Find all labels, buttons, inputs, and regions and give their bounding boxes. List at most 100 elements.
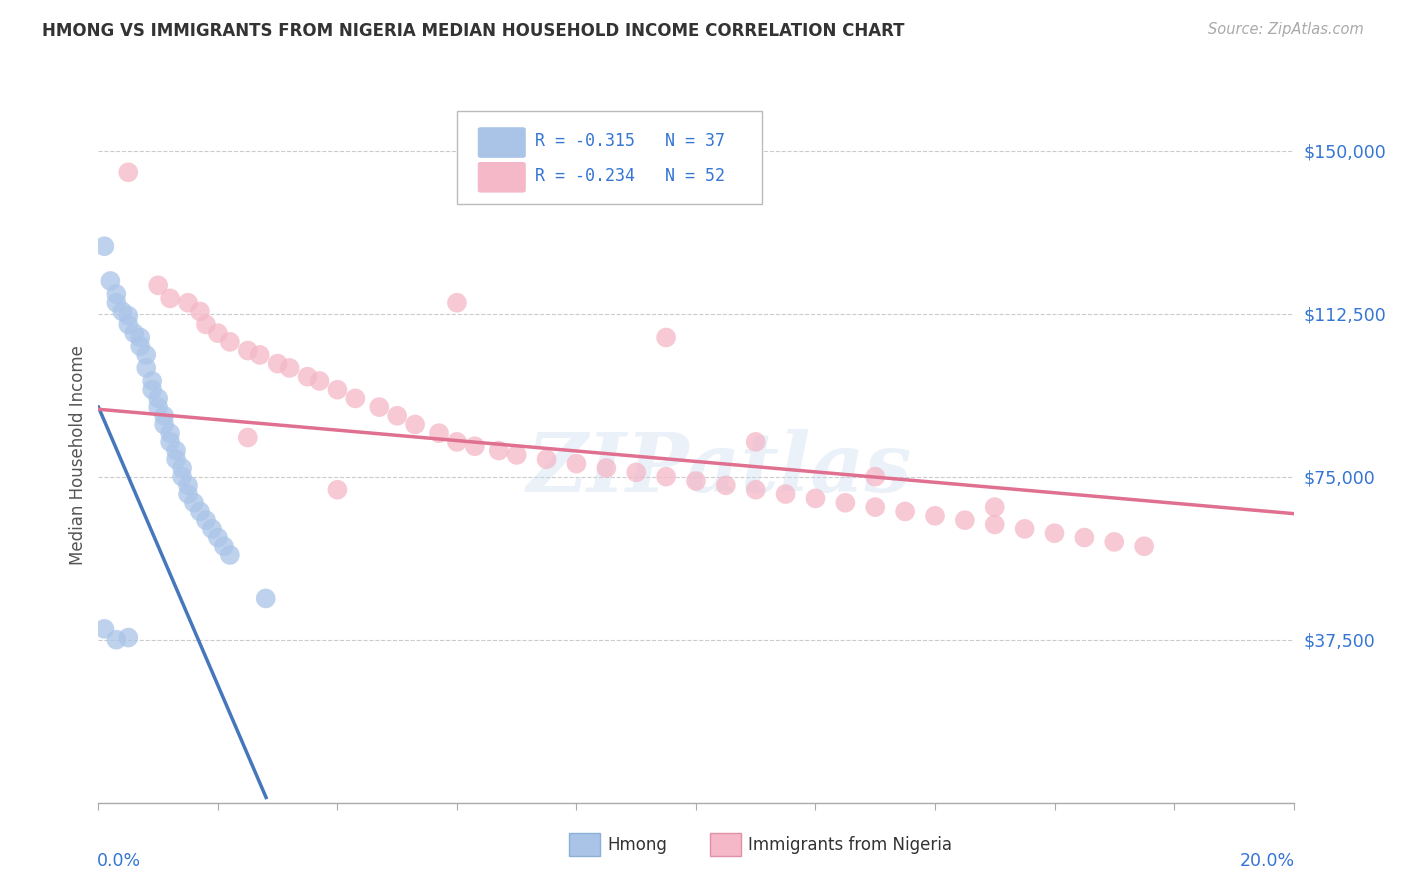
Point — [775, 487, 797, 501]
FancyBboxPatch shape — [478, 128, 524, 157]
Point — [207, 531, 229, 545]
Point — [135, 361, 157, 376]
Text: R = -0.234   N = 52: R = -0.234 N = 52 — [534, 167, 724, 185]
Point — [188, 304, 211, 318]
Point — [714, 478, 737, 492]
Point — [111, 304, 134, 318]
Point — [93, 622, 115, 636]
Point — [385, 409, 409, 423]
Point — [1073, 531, 1095, 545]
Point — [254, 591, 277, 606]
Point — [804, 491, 827, 506]
Point — [165, 443, 187, 458]
Text: ZIPatlas: ZIPatlas — [527, 429, 912, 508]
Point — [141, 374, 163, 388]
Point — [194, 318, 218, 332]
Point — [344, 392, 367, 406]
Point — [117, 631, 139, 645]
Point — [983, 517, 1005, 532]
Point — [153, 417, 176, 432]
Point — [159, 434, 181, 449]
Point — [953, 513, 976, 527]
Point — [201, 522, 224, 536]
Y-axis label: Median Household Income: Median Household Income — [69, 345, 87, 565]
Point — [141, 383, 163, 397]
Point — [148, 392, 170, 406]
Point — [1104, 535, 1126, 549]
Point — [194, 513, 218, 527]
Point — [98, 274, 122, 288]
Point — [488, 443, 510, 458]
Point — [153, 409, 176, 423]
Point — [685, 474, 707, 488]
Text: Source: ZipAtlas.com: Source: ZipAtlas.com — [1208, 22, 1364, 37]
Point — [865, 500, 887, 514]
Point — [236, 431, 259, 445]
Point — [177, 295, 200, 310]
Point — [565, 457, 588, 471]
Point — [1014, 522, 1036, 536]
Point — [924, 508, 946, 523]
Point — [297, 369, 319, 384]
Point — [446, 295, 468, 310]
Point — [655, 330, 678, 344]
Text: HMONG VS IMMIGRANTS FROM NIGERIA MEDIAN HOUSEHOLD INCOME CORRELATION CHART: HMONG VS IMMIGRANTS FROM NIGERIA MEDIAN … — [42, 22, 904, 40]
Point — [464, 439, 486, 453]
Point — [595, 461, 617, 475]
Point — [655, 469, 678, 483]
Point — [368, 400, 391, 414]
FancyBboxPatch shape — [457, 111, 762, 204]
Point — [172, 461, 194, 475]
Point — [236, 343, 259, 358]
Point — [219, 548, 242, 562]
Point — [1133, 539, 1156, 553]
Point — [865, 469, 887, 483]
Point — [159, 426, 181, 441]
Point — [1043, 526, 1066, 541]
Point — [172, 469, 194, 483]
Text: Hmong: Hmong — [607, 836, 668, 854]
Point — [536, 452, 558, 467]
Point — [148, 278, 170, 293]
Point — [188, 504, 211, 518]
Point — [745, 434, 768, 449]
Point — [105, 295, 128, 310]
Point — [135, 348, 157, 362]
Point — [212, 539, 235, 553]
Point — [506, 448, 529, 462]
Point — [183, 496, 205, 510]
Point — [165, 452, 187, 467]
Point — [624, 466, 647, 480]
Text: R = -0.315   N = 37: R = -0.315 N = 37 — [534, 132, 724, 150]
Point — [124, 326, 146, 341]
Point — [326, 483, 349, 497]
Point — [105, 287, 128, 301]
Point — [207, 326, 229, 341]
Point — [249, 348, 271, 362]
Point — [177, 487, 200, 501]
Point — [983, 500, 1005, 514]
Point — [894, 504, 917, 518]
Point — [148, 400, 170, 414]
Point — [326, 383, 349, 397]
Text: 20.0%: 20.0% — [1240, 852, 1295, 870]
Point — [278, 361, 301, 376]
Point — [745, 483, 768, 497]
Point — [404, 417, 426, 432]
Point — [117, 309, 139, 323]
Text: Immigrants from Nigeria: Immigrants from Nigeria — [748, 836, 952, 854]
Point — [834, 496, 856, 510]
Point — [117, 165, 139, 179]
Point — [129, 339, 152, 353]
Point — [308, 374, 330, 388]
Point — [446, 434, 468, 449]
Point — [129, 330, 152, 344]
Point — [177, 478, 200, 492]
Point — [117, 318, 139, 332]
Point — [219, 334, 242, 349]
Point — [93, 239, 115, 253]
Text: 0.0%: 0.0% — [97, 852, 142, 870]
Point — [159, 291, 181, 305]
Point — [427, 426, 450, 441]
Point — [105, 632, 128, 647]
